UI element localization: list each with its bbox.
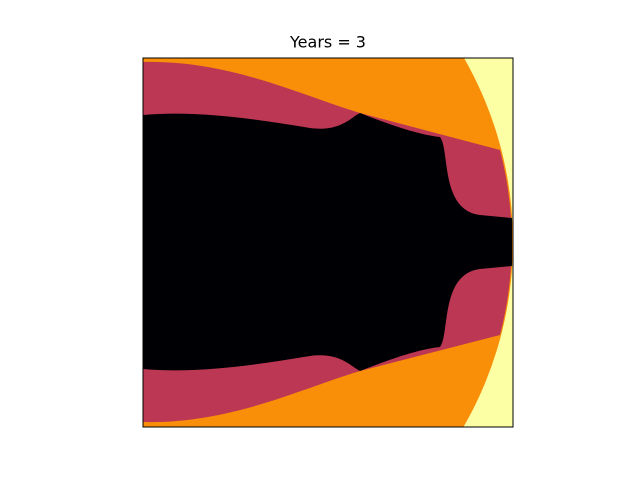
plot-area [143, 58, 513, 427]
chart-title: Years = 3 [289, 33, 366, 52]
region [143, 113, 512, 371]
axes-frame [142, 57, 514, 428]
